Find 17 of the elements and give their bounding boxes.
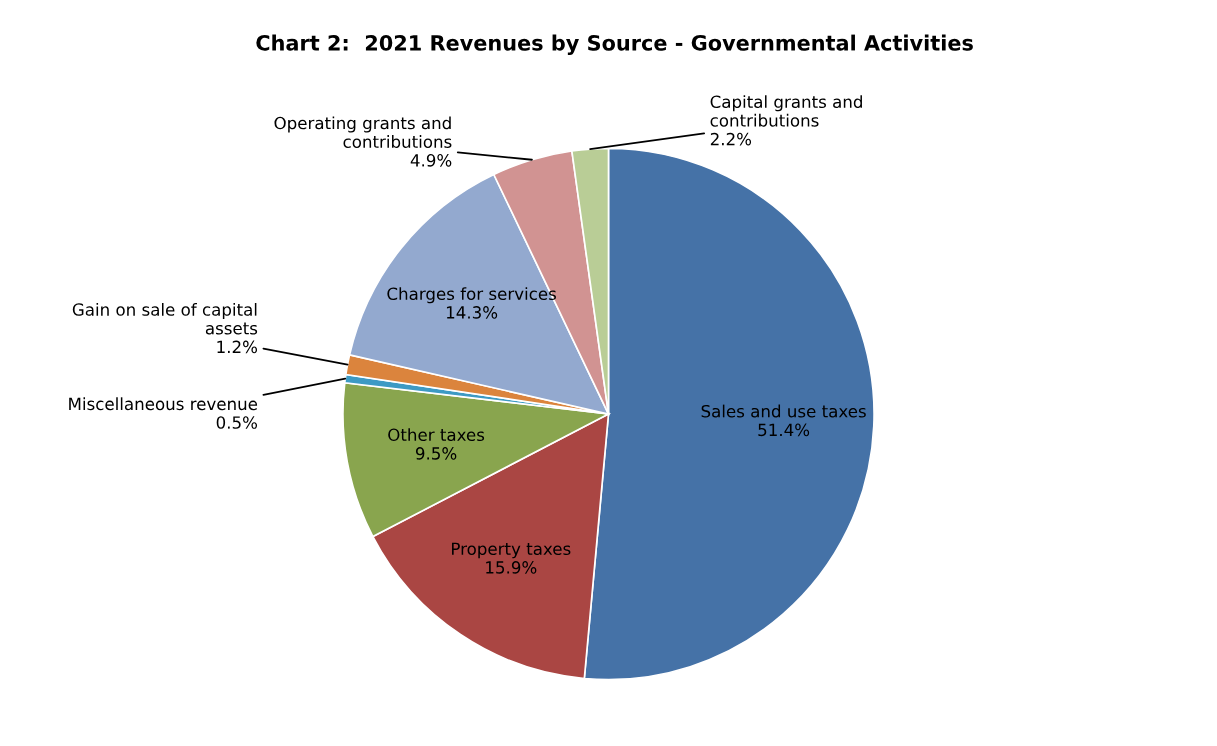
data-label: 51.4% xyxy=(758,423,810,437)
data-label: 0.5% xyxy=(216,416,258,429)
slice-label: Miscellaneous revenue xyxy=(69,397,258,411)
slice-label: Operating grants and contributions xyxy=(274,116,452,148)
slice-label: Property taxes xyxy=(452,542,571,559)
data-label: 9.5% xyxy=(415,447,457,460)
data-label: 15.9% xyxy=(486,561,537,574)
data-label: 1.2% xyxy=(217,340,258,354)
slice-label: Other taxes xyxy=(388,428,485,442)
data-label: 2.2% xyxy=(710,132,752,146)
slice-label: Gain on sale of capital assets xyxy=(72,302,258,335)
slice-label: Charges for services xyxy=(387,287,556,304)
chart-title: Chart 2: 2021 Revenues by Source - Governmental Activities xyxy=(256,34,973,55)
data-label: 4.9% xyxy=(410,154,452,167)
data-label: 14.3% xyxy=(446,306,498,319)
slice-label: Sales and use taxes xyxy=(701,404,866,418)
slice-label: Capital grants and contributions xyxy=(710,95,862,127)
